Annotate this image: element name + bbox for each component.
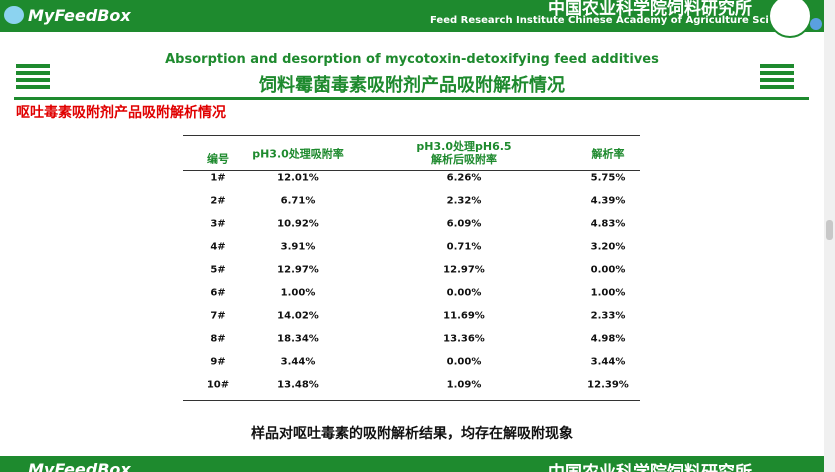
table-cell: 8# — [210, 333, 226, 345]
menu-icon-right — [760, 64, 794, 92]
logo-text: MyFeedBox — [28, 6, 131, 25]
table-cell: 3.91% — [280, 241, 316, 253]
footer-institute-cn: 中国农业科学院饲料研究所 — [548, 458, 752, 472]
table-cell: 12.01% — [277, 172, 319, 184]
table-cell: 7# — [210, 310, 226, 322]
subtitle: 呕吐毒素吸附剂产品吸附解析情况 — [16, 105, 226, 121]
footer-bar: MyFeedBox 中国农业科学院饲料研究所 — [0, 456, 824, 472]
table-cell: 12.97% — [277, 264, 319, 276]
table-cell: 2.32% — [446, 195, 482, 207]
column-header-line: pH3.0处理pH6.5 — [416, 140, 512, 153]
table-cell: 10.92% — [277, 218, 319, 230]
column-header: 解析率 — [591, 147, 625, 161]
table-cell: 3.20% — [590, 241, 626, 253]
table-cell: 0.71% — [446, 241, 482, 253]
table-cell: 5# — [210, 264, 226, 276]
table-cell: 6.71% — [280, 195, 316, 207]
institute-cn: 中国农业科学院饲料研究所 — [548, 0, 752, 19]
table-cell: 1.00% — [590, 287, 626, 299]
caption: 样品对呕吐毒素的吸附解析结果，均存在解吸附现象 — [251, 426, 573, 442]
table-cell: 13.48% — [277, 379, 319, 391]
title-cn: 饲料霉菌毒素吸附剂产品吸附解析情况 — [259, 75, 565, 96]
institute-emblem — [768, 0, 812, 38]
table-cell: 0.00% — [590, 264, 626, 276]
table-cell: 4.98% — [590, 333, 626, 345]
scrollbar — [824, 0, 835, 472]
table-cell: 2.33% — [590, 310, 626, 322]
table-cell: 2# — [210, 195, 226, 207]
header-bar: MyFeedBox 中国农业科学院饲料研究所 Feed Research Ins… — [0, 0, 824, 38]
table-cell: 1.00% — [280, 287, 316, 299]
title-rule — [14, 97, 809, 100]
table-cell: 18.34% — [277, 333, 319, 345]
institute-en: Feed Research Institute Chinese Academy … — [430, 15, 802, 26]
table-cell: 14.02% — [277, 310, 319, 322]
table-cell: 1.09% — [446, 379, 482, 391]
table-cell: 3.44% — [280, 356, 316, 368]
table-cell: 3.44% — [590, 356, 626, 368]
table-cell: 4.39% — [590, 195, 626, 207]
table-cell: 5.75% — [590, 172, 626, 184]
badge — [810, 18, 822, 30]
table-cell: 10# — [206, 379, 230, 391]
table-bottom-rule — [183, 400, 640, 401]
table-cell: 6.09% — [446, 218, 482, 230]
column-header: pH3.0处理pH6.5 解析后吸附率 — [416, 140, 511, 166]
table-top-rule — [183, 135, 640, 136]
table-cell: 4# — [210, 241, 226, 253]
title-en: Absorption and desorption of mycotoxin-d… — [165, 52, 659, 67]
table-cell: 12.39% — [587, 379, 629, 391]
footer-logo-text: MyFeedBox — [28, 460, 131, 472]
table-cell: 1# — [210, 172, 226, 184]
table-cell: 6.26% — [446, 172, 482, 184]
table-cell: 13.36% — [443, 333, 485, 345]
table-cell: 6# — [210, 287, 226, 299]
table-header-rule — [183, 170, 640, 171]
scroll-thumb[interactable] — [826, 220, 833, 240]
table-cell: 3# — [210, 218, 226, 230]
column-header-line: 解析后吸附率 — [430, 153, 497, 166]
column-header: 编号 — [207, 152, 229, 166]
table-cell: 9# — [210, 356, 226, 368]
table-cell: 11.69% — [443, 310, 485, 322]
logo-icon — [4, 6, 24, 24]
table-cell: 4.83% — [590, 218, 626, 230]
table-cell: 0.00% — [446, 356, 482, 368]
table-cell: 0.00% — [446, 287, 482, 299]
menu-icon-left — [16, 64, 50, 92]
column-header: pH3.0处理吸附率 — [252, 147, 344, 161]
table-cell: 12.97% — [443, 264, 485, 276]
